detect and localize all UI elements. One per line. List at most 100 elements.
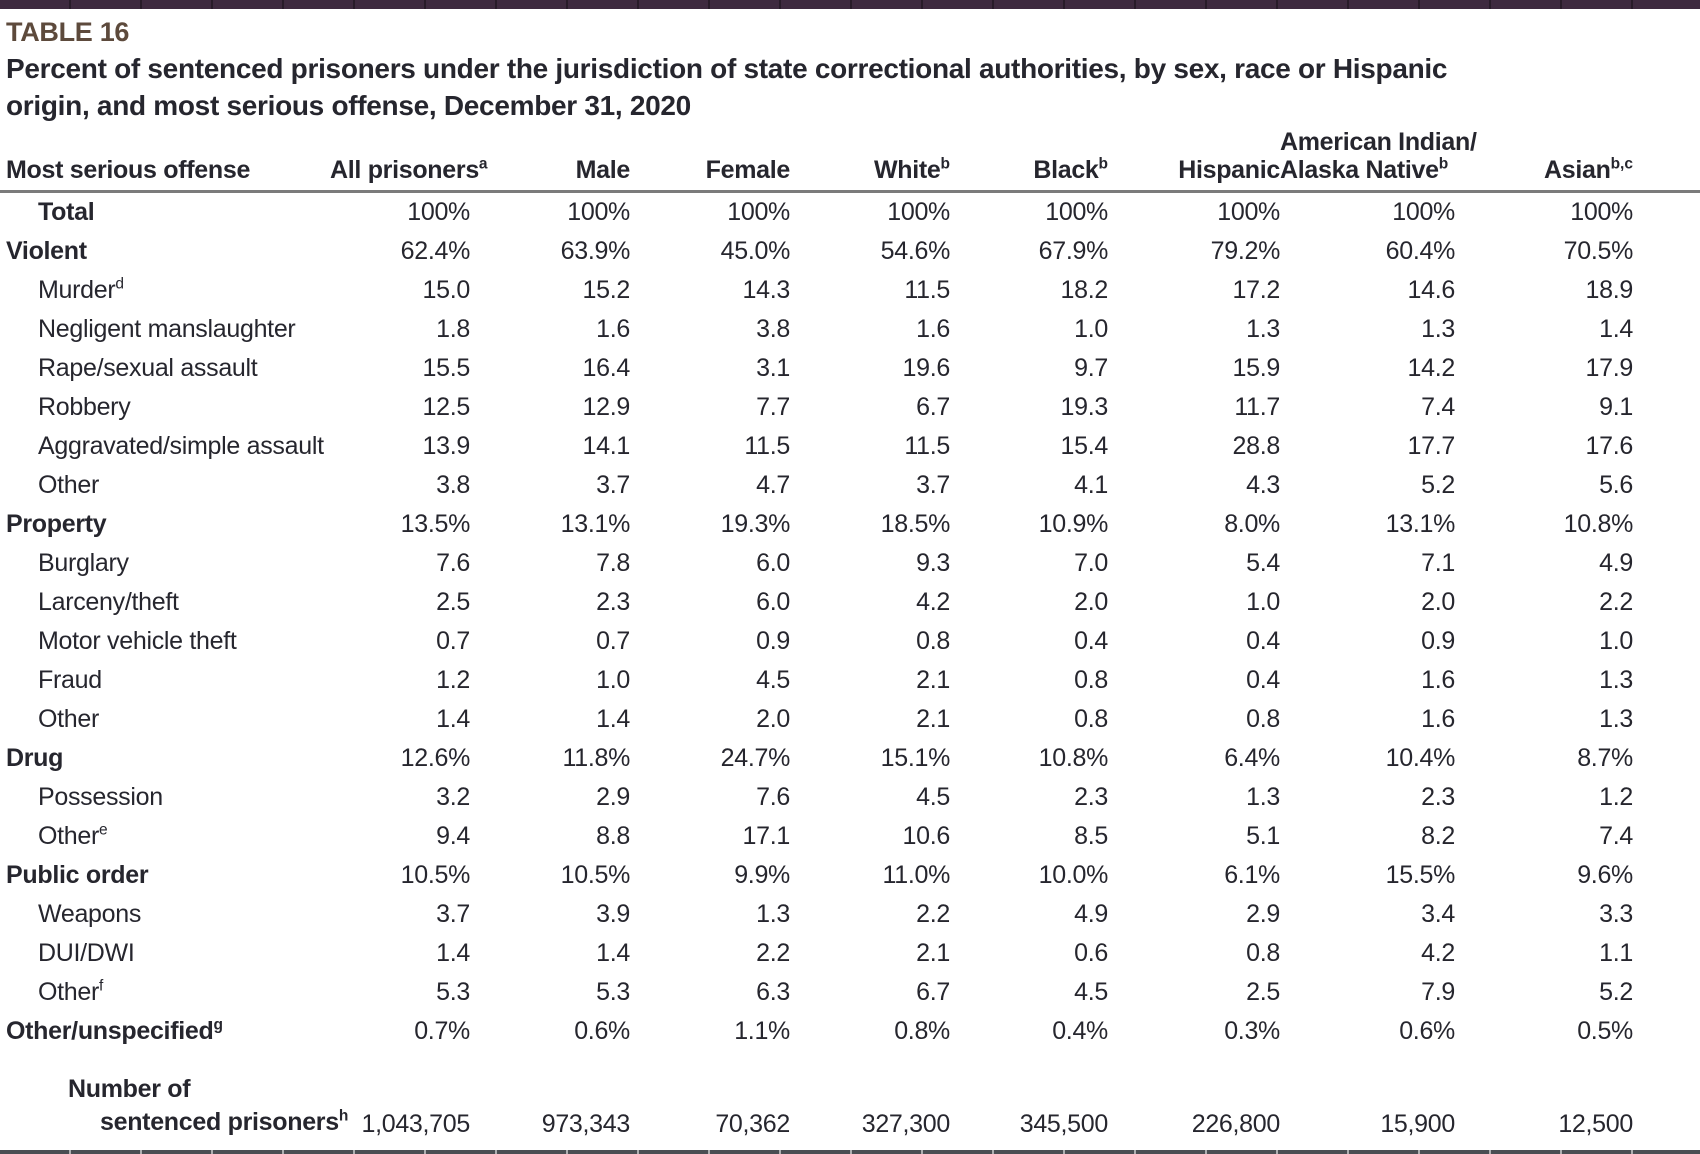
- value-cell: 1.3: [1421, 315, 1455, 343]
- value-cell: 3.7: [596, 471, 630, 499]
- filler-cell: [1633, 856, 1700, 895]
- value-cell: 5.2: [1421, 471, 1455, 499]
- value-cell: 14.3: [742, 276, 791, 304]
- value-cell: 0.3%: [1224, 1017, 1280, 1045]
- offense-label: Property: [6, 510, 107, 538]
- value-cell: 12.6%: [400, 744, 471, 772]
- table-title: Percent of sentenced prisoners under the…: [6, 50, 1694, 124]
- column-header: All prisonersa: [330, 128, 488, 193]
- footer-value-cell: 15,900: [1380, 1110, 1455, 1138]
- table-row: Burglary 7.6 7.8 6.0 9.3 7.0 5.4 7.1 4.9: [0, 544, 1700, 583]
- offense-label: Aggravated/simple assault: [38, 432, 324, 460]
- value-cell: 100%: [1570, 198, 1633, 226]
- filler-cell: [1633, 544, 1700, 583]
- value-cell: 2.5: [436, 588, 470, 616]
- table-caption: TABLE 16 Percent of sentenced prisoners …: [0, 9, 1700, 128]
- value-cell: 3.8: [756, 315, 790, 343]
- value-cell: 5.2: [1599, 978, 1633, 1006]
- table-row: DUI/DWI 1.4 1.4 2.2 2.1 0.6 0.8 4.2 1.1: [0, 934, 1700, 973]
- offense-label: Burglary: [38, 549, 129, 577]
- value-cell: 1.3: [1246, 315, 1280, 343]
- value-cell: 5.6: [1599, 471, 1633, 499]
- value-cell: 1.0: [1599, 627, 1633, 655]
- footnote-marker: h: [338, 1107, 349, 1125]
- value-cell: 5.1: [1246, 822, 1280, 850]
- value-cell: 17.7: [1407, 432, 1456, 460]
- filler-cell: [1633, 505, 1700, 544]
- value-cell: 5.4: [1246, 549, 1280, 577]
- spacer-row: [0, 1051, 1700, 1065]
- table-row: Murderd 15.0 15.2 14.3 11.5 18.2 17.2 14.6 18.9: [0, 271, 1700, 310]
- value-cell: 15.4: [1060, 432, 1109, 460]
- value-cell: 10.5%: [400, 861, 471, 889]
- value-cell: 19.3%: [720, 510, 791, 538]
- value-cell: 11.0%: [882, 861, 950, 889]
- value-cell: 9.4: [436, 822, 470, 850]
- filler-cell: [1633, 271, 1700, 310]
- value-cell: 100%: [1217, 198, 1280, 226]
- value-cell: 3.7: [916, 471, 950, 499]
- filler-header: [1633, 128, 1700, 193]
- table-row: Robbery 12.5 12.9 7.7 6.7 19.3 11.7 7.4 9.1: [0, 388, 1700, 427]
- value-cell: 9.1: [1599, 393, 1633, 421]
- value-cell: 9.9%: [734, 861, 790, 889]
- footnote-marker: f: [99, 977, 104, 995]
- filler-cell: [1633, 466, 1700, 505]
- value-cell: 2.3: [1421, 783, 1455, 811]
- value-cell: 2.1: [916, 939, 950, 967]
- value-cell: 45.0%: [720, 237, 791, 265]
- value-cell: 3.2: [436, 783, 470, 811]
- footnote-marker: g: [213, 1016, 223, 1034]
- filler-cell: [1633, 1065, 1700, 1148]
- table-row: Drug 12.6% 11.8% 24.7% 15.1% 10.8% 6.4% 10.4% 8.…: [0, 739, 1700, 778]
- table-row: Rape/sexual assault 15.5 16.4 3.1 19.6 9.7 15.…: [0, 349, 1700, 388]
- footer-label: Number of sentenced prisonersh: [0, 1065, 348, 1148]
- value-cell: 1.8: [436, 315, 470, 343]
- value-cell: 12.9: [582, 393, 631, 421]
- footnote-marker: b: [1438, 155, 1449, 173]
- value-cell: 3.4: [1421, 900, 1455, 928]
- value-cell: 10.4%: [1385, 744, 1456, 772]
- value-cell: 7.9: [1421, 978, 1455, 1006]
- value-cell: 4.3: [1246, 471, 1280, 499]
- value-cell: 67.9%: [1038, 237, 1109, 265]
- filler-cell: [1633, 388, 1700, 427]
- offense-label: Larceny/theft: [38, 588, 179, 616]
- value-cell: 11.7: [1234, 393, 1280, 421]
- top-divider-bar: [0, 0, 1700, 9]
- table-row: Otherf 5.3 5.3 6.3 6.7 4.5 2.5 7.9 5.2: [0, 973, 1700, 1012]
- footer-value-cell: 1,043,705: [361, 1110, 470, 1138]
- value-cell: 10.9%: [1038, 510, 1109, 538]
- value-cell: 1.4: [596, 705, 630, 733]
- value-cell: 4.7: [756, 471, 790, 499]
- value-cell: 12.5: [422, 393, 471, 421]
- value-cell: 54.6%: [880, 237, 951, 265]
- table-row: Weapons 3.7 3.9 1.3 2.2 4.9 2.9 3.4 3.3: [0, 895, 1700, 934]
- value-cell: 2.1: [916, 705, 950, 733]
- value-cell: 1.6: [1421, 705, 1455, 733]
- value-cell: 2.2: [916, 900, 950, 928]
- value-cell: 79.2%: [1210, 237, 1281, 265]
- value-cell: 0.8: [916, 627, 950, 655]
- value-cell: 10.8%: [1038, 744, 1109, 772]
- value-cell: 7.8: [596, 549, 630, 577]
- value-cell: 17.6: [1585, 432, 1634, 460]
- value-cell: 7.0: [1074, 549, 1108, 577]
- footnote-marker: e: [99, 821, 108, 839]
- footer-value-cell: 973,343: [541, 1110, 631, 1138]
- filler-cell: [1633, 583, 1700, 622]
- value-cell: 100%: [407, 198, 470, 226]
- value-cell: 7.7: [756, 393, 790, 421]
- value-cell: 0.8: [1246, 705, 1280, 733]
- value-cell: 19.3: [1060, 393, 1109, 421]
- value-cell: 9.3: [916, 549, 950, 577]
- filler-cell: [1633, 349, 1700, 388]
- footer-value-cell: 327,300: [861, 1110, 951, 1138]
- value-cell: 100%: [1392, 198, 1455, 226]
- footer-label-text: sentenced prisoners: [100, 1108, 339, 1136]
- value-cell: 0.4: [1246, 666, 1280, 694]
- value-cell: 0.4: [1246, 627, 1280, 655]
- footer-label-line1: Number of: [68, 1075, 191, 1103]
- value-cell: 6.7: [916, 978, 950, 1006]
